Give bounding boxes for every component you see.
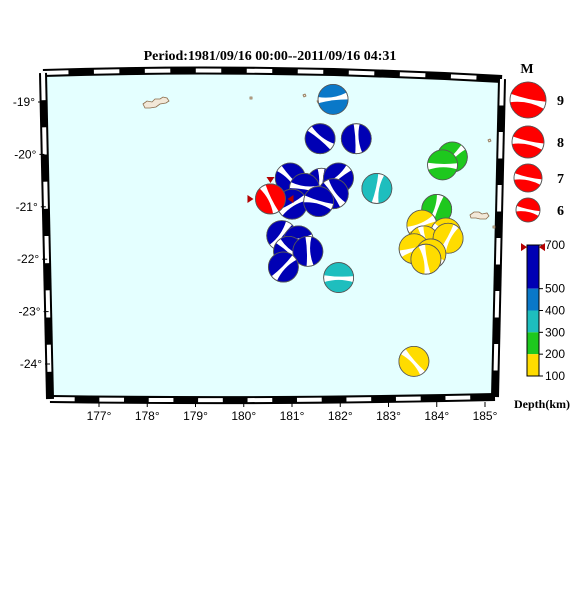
lat-tick-label: -20° <box>14 147 36 161</box>
lon-tick-label: 178° <box>135 409 160 423</box>
left-border-stripe <box>43 73 44 100</box>
depth-scale-band <box>527 245 539 289</box>
right-border-stripe <box>498 238 499 265</box>
depth-scale-band <box>527 289 539 311</box>
top-border-stripe <box>349 73 375 74</box>
event-beachball <box>411 244 441 274</box>
magnitude-legend-ball <box>514 164 542 192</box>
left-border-stripe <box>45 182 46 209</box>
depth-marker <box>539 243 545 251</box>
depth-scale-tick-label: 700 <box>545 238 565 252</box>
event-beachball <box>341 124 371 154</box>
magnitude-legend-ball <box>512 126 544 158</box>
magnitude-legend-title: M <box>520 62 533 77</box>
event-beachball <box>305 124 335 154</box>
event-beachball <box>324 263 354 293</box>
event-beachball <box>318 84 348 114</box>
depth-scale-tick-label: 500 <box>545 282 565 296</box>
lon-tick-label: 179° <box>183 409 208 423</box>
right-border-stripe <box>496 344 497 371</box>
depth-scale-tick-label: 200 <box>545 347 565 361</box>
left-border-stripe <box>44 127 45 154</box>
left-border-stripe <box>48 290 49 317</box>
magnitude-legend: M 9 8 7 6 <box>510 62 564 222</box>
lon-tick-label: 181° <box>280 409 305 423</box>
map-title: Period:1981/09/16 00:00--2011/09/16 04:3… <box>144 49 397 64</box>
depth-scale-band <box>527 311 539 333</box>
magnitude-legend-ball <box>510 82 546 118</box>
magnitude-legend-label: 7 <box>557 172 564 187</box>
depth-scale-band <box>527 332 539 354</box>
event-beachball <box>428 150 458 180</box>
depth-scale-legend: Depth(km) 700 500 400 300 200 100 <box>514 238 570 411</box>
island-small <box>250 97 252 99</box>
lat-tick-label: -22° <box>17 252 39 266</box>
event-beachball <box>399 346 429 376</box>
lon-tick-label: 184° <box>424 409 449 423</box>
event-beachball <box>304 187 334 217</box>
lat-tick-label: -19° <box>13 95 35 109</box>
right-border-stripe <box>500 132 501 159</box>
top-border-stripe <box>400 74 426 75</box>
depth-scale-band <box>527 354 539 376</box>
magnitude-legend-label: 8 <box>557 136 564 151</box>
island-small <box>488 139 491 142</box>
lon-tick-label: 183° <box>376 409 401 423</box>
depth-scale-tick-label: 400 <box>545 304 565 318</box>
island-small <box>303 94 306 97</box>
top-border-stripe <box>451 76 477 77</box>
lon-tick-label: 182° <box>328 409 353 423</box>
depth-scale-title: Depth(km) <box>514 397 570 411</box>
magnitude-legend-ball <box>516 198 540 222</box>
lat-tick-label: -23° <box>18 305 40 319</box>
event-beachball <box>268 252 298 282</box>
top-border-stripe <box>298 71 324 72</box>
top-border-stripe <box>43 72 68 73</box>
event-beachball <box>362 173 392 203</box>
lat-tick-label: -21° <box>16 200 38 214</box>
right-border-stripe <box>497 291 498 318</box>
left-border-stripe <box>49 345 50 372</box>
island-east <box>470 212 489 219</box>
island-small <box>493 226 495 228</box>
magnitude-legend-label: 9 <box>557 94 564 109</box>
right-border-stripe <box>501 79 502 106</box>
magnitude-legend-label: 6 <box>557 204 564 219</box>
depth-scale-tick-label: 300 <box>545 325 565 339</box>
lon-tick-label: 177° <box>87 409 112 423</box>
depth-marker <box>521 243 527 251</box>
lat-tick-label: -24° <box>20 357 42 371</box>
depth-scale-tick-label: 100 <box>545 369 565 383</box>
right-border-stripe <box>499 185 500 212</box>
lon-tick-label: 185° <box>473 409 498 423</box>
lon-tick-label: 180° <box>231 409 256 423</box>
